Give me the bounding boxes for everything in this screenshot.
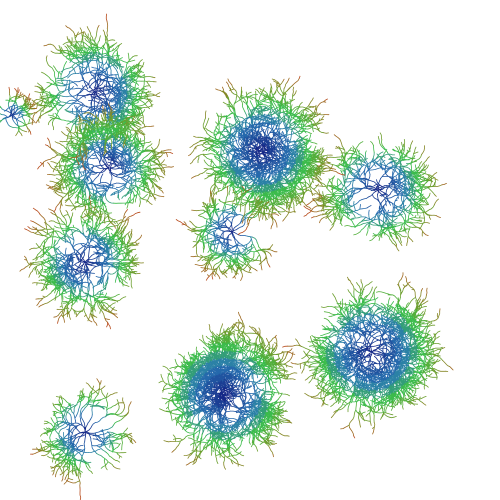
- branches: [8, 13, 356, 500]
- branches: [9, 26, 451, 484]
- branches: [9, 31, 443, 478]
- branches: [9, 20, 454, 489]
- branches: [3, 65, 406, 453]
